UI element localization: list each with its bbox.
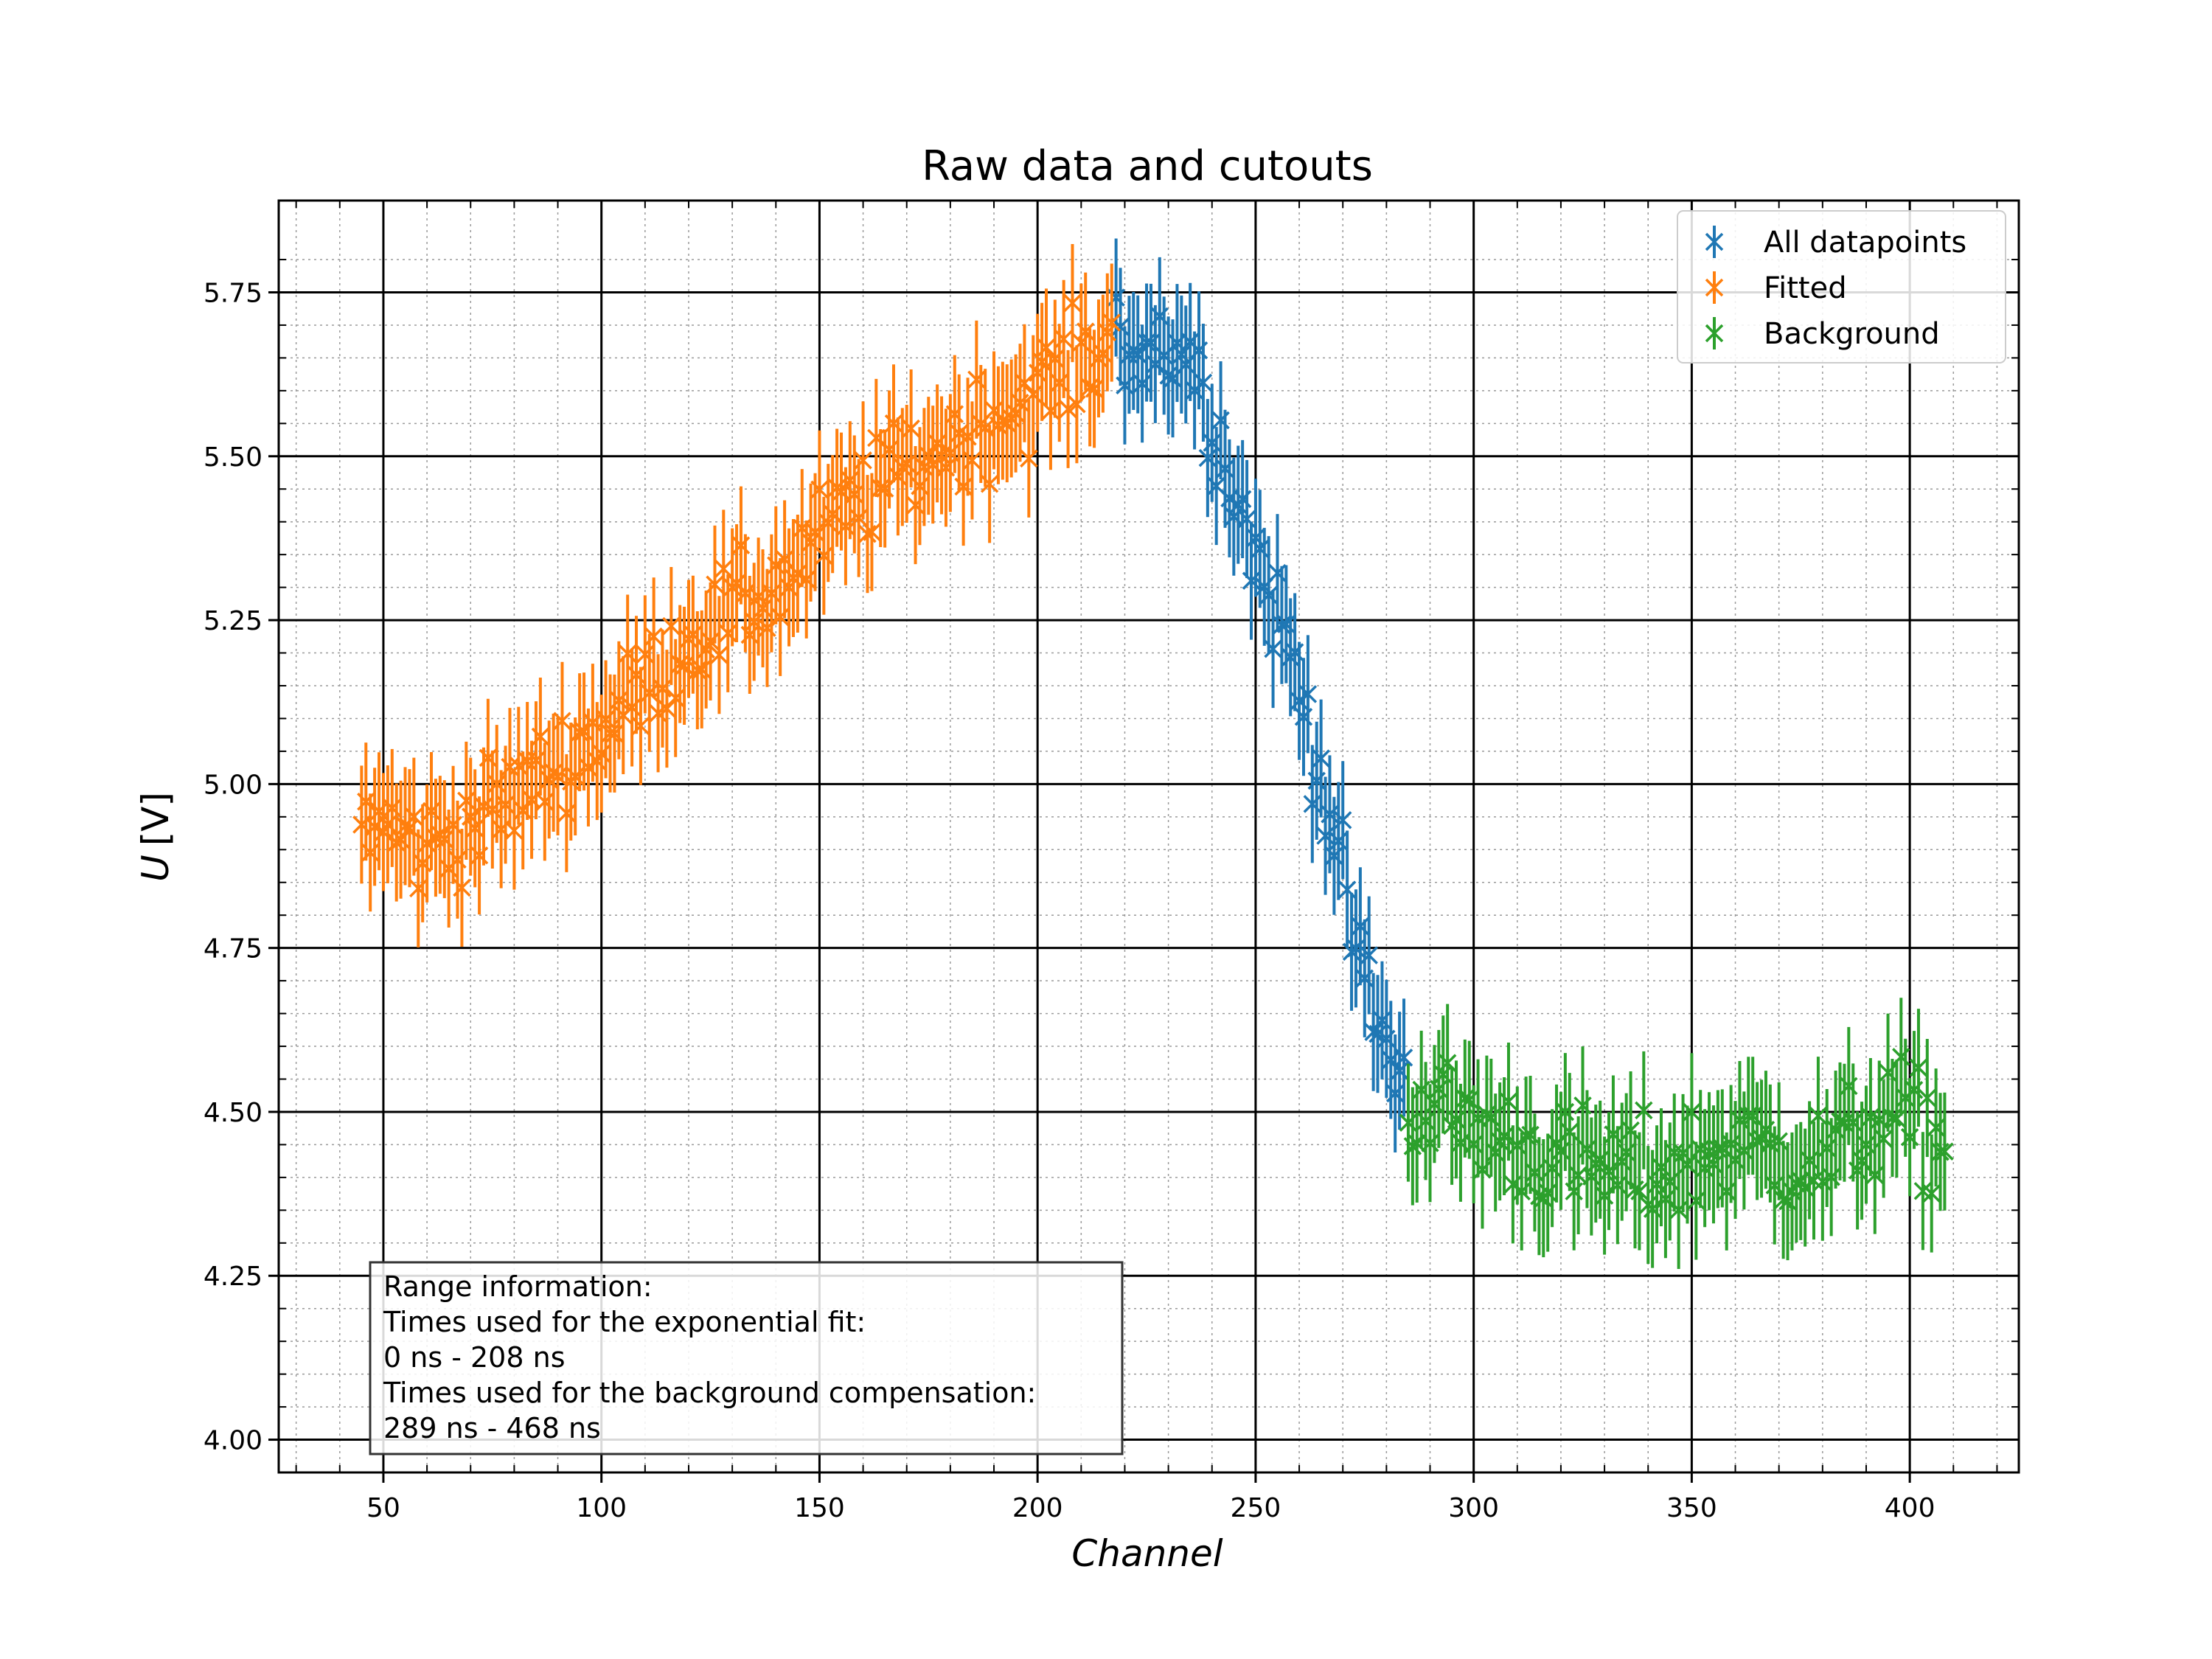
- data-point-fitted: [505, 771, 524, 890]
- data-point-fitted: [644, 577, 663, 696]
- data-point-background: [1874, 1079, 1893, 1198]
- legend-item: All datapoints: [1705, 226, 1966, 260]
- legend-marker: [1705, 324, 1724, 343]
- y-tick-label: 5.25: [204, 606, 262, 636]
- data-point-background: [1922, 1134, 1941, 1253]
- y-axis-label: U [V]: [134, 792, 177, 882]
- x-tick-label: 350: [1666, 1493, 1717, 1523]
- data-point-background: [1935, 1092, 1954, 1211]
- legend-frame: [1677, 210, 2006, 364]
- x-tick-label: 50: [366, 1493, 400, 1523]
- data-point-fitted: [453, 828, 471, 947]
- info-line-3: 0 ns - 208 ns: [383, 1341, 566, 1374]
- tick-labels: 50 100 150 200 250 300 350 400 4.00 4.25 4.50 4.75 5…: [204, 278, 1935, 1523]
- x-tick-label: 100: [576, 1493, 627, 1523]
- legend: All datapoints Fitted Background: [1677, 210, 2006, 364]
- data-point-background: [1918, 1039, 1937, 1158]
- data-point-fitted: [1059, 349, 1077, 468]
- legend-marker: [1705, 278, 1724, 297]
- data-point-all: [1333, 761, 1352, 880]
- data-point-fitted: [658, 650, 676, 768]
- y-tick-label: 4.50: [204, 1098, 262, 1128]
- data-point-fitted: [854, 401, 872, 520]
- axis-ticks: [268, 201, 2019, 1483]
- info-line-5: 289 ns - 468 ns: [383, 1412, 601, 1444]
- data-point-fitted: [706, 525, 724, 644]
- x-tick-label: 200: [1012, 1493, 1063, 1523]
- y-axis-symbol: U: [134, 855, 177, 882]
- data-point-background: [1630, 1132, 1649, 1251]
- plot-frame: [277, 199, 2020, 1474]
- data-point-all: [1194, 323, 1213, 442]
- data-point-fitted: [710, 596, 728, 714]
- data-point-fitted: [810, 430, 829, 549]
- y-tick-label: 4.25: [204, 1262, 262, 1292]
- data-point-background: [1499, 1043, 1518, 1161]
- data-point-fitted: [863, 473, 881, 591]
- data-point-all: [1394, 998, 1413, 1117]
- y-tick-label: 5.00: [204, 770, 262, 800]
- info-line-1: Range information:: [383, 1270, 653, 1303]
- series-fitted: [352, 244, 1121, 947]
- info-line-4: Times used for the background compensati…: [383, 1377, 1036, 1409]
- data-point-background: [1635, 1051, 1653, 1169]
- data-point-all: [1264, 590, 1282, 709]
- y-tick-label: 4.75: [204, 934, 262, 964]
- data-point-fitted: [1015, 324, 1034, 442]
- data-point-background: [1683, 1053, 1701, 1172]
- data-point-fitted: [714, 509, 733, 628]
- data-point-fitted: [1054, 279, 1073, 398]
- y-tick-label: 5.50: [204, 442, 262, 473]
- data-point-fitted: [1102, 263, 1121, 382]
- x-tick-label: 250: [1231, 1493, 1281, 1523]
- legend-item: Background: [1705, 317, 1940, 351]
- data-point-all: [1360, 896, 1378, 1015]
- data-point-fitted: [662, 567, 681, 686]
- series-all-datapoints: [1107, 238, 1413, 1153]
- y-tick-label: 5.75: [204, 278, 262, 308]
- x-axis-label: Channel: [1071, 1532, 1222, 1575]
- series-background: [1399, 998, 1954, 1269]
- data-point-fitted: [1063, 244, 1082, 363]
- chart-title: Raw data and cutouts: [922, 142, 1373, 190]
- data-point-fitted: [963, 401, 981, 520]
- data-point-all: [1298, 635, 1318, 754]
- y-tick-label: 4.00: [204, 1426, 262, 1456]
- x-tick-label: 150: [794, 1493, 845, 1523]
- legend-item: Fitted: [1705, 271, 1847, 305]
- legend-label: Background: [1764, 317, 1940, 351]
- legend-marker: [1705, 232, 1724, 251]
- x-tick-label: 400: [1885, 1493, 1935, 1523]
- info-box: Range information: Times used for the ex…: [369, 1261, 1124, 1455]
- x-tick-label: 300: [1448, 1493, 1499, 1523]
- data-point-background: [1909, 1009, 1928, 1127]
- data-point-fitted: [631, 667, 650, 785]
- legend-label: Fitted: [1764, 271, 1847, 305]
- y-axis-unit: [V]: [134, 792, 177, 846]
- info-line-2: Times used for the exponential fit:: [383, 1306, 866, 1338]
- legend-label: All datapoints: [1764, 226, 1966, 260]
- data-point-fitted: [902, 369, 920, 488]
- data-point-fitted: [531, 678, 550, 796]
- data-point-fitted: [980, 425, 999, 543]
- data-point-fitted: [553, 661, 571, 780]
- data-point-all: [1312, 699, 1330, 818]
- info-box-frame: [369, 1261, 1124, 1455]
